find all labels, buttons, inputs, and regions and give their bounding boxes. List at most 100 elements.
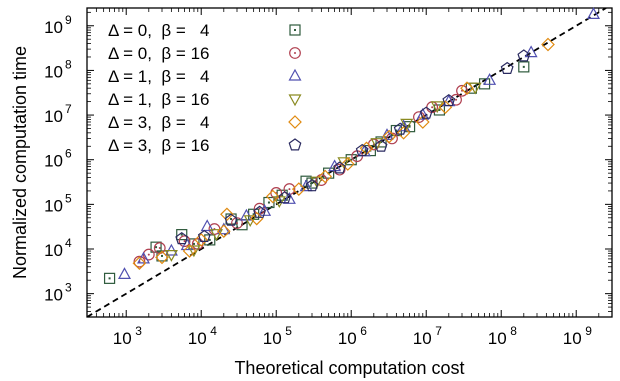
data-point: [282, 192, 296, 204]
marker-square-dot: [155, 246, 158, 249]
legend-marker: [288, 138, 302, 151]
data-point: [397, 119, 411, 132]
x-tick-label: 10: [338, 329, 357, 348]
marker-square-dot: [522, 65, 525, 68]
x-tick-label: 10: [488, 329, 507, 348]
marker-circle-dot: [356, 155, 359, 158]
marker-square-outline: [375, 136, 387, 148]
x-tick-label: 10: [563, 329, 582, 348]
data-point: [220, 207, 234, 222]
data-point: [194, 233, 209, 247]
marker-circle-dot: [258, 207, 261, 210]
data-point: [278, 191, 292, 204]
legend-marker: [289, 24, 301, 36]
data-points: [103, 7, 601, 284]
legend-label: Δ = 0, β = 16: [108, 44, 209, 63]
data-point: [500, 61, 514, 75]
legend-marker: [288, 94, 302, 107]
data-point: [291, 182, 306, 196]
data-point: [483, 73, 497, 85]
data-point: [164, 250, 178, 262]
x-tick-label: 10: [113, 329, 132, 348]
marker-circle-outline: [142, 248, 155, 261]
y-tick-label: 10: [44, 241, 63, 260]
plot-area: [86, 7, 613, 318]
data-point: [433, 104, 446, 116]
data-point: [200, 219, 214, 232]
marker-square-dot: [281, 194, 284, 197]
marker-square-dot: [350, 158, 353, 161]
y-tick-label: 10: [44, 286, 63, 305]
series-5: [175, 49, 531, 245]
data-point: [132, 256, 147, 271]
legend: Δ = 0, β = 4 Δ = 0, β = 16 Δ = 1, β = 4 Δ =…: [108, 21, 302, 155]
data-point: [415, 115, 430, 129]
data-point: [419, 106, 433, 119]
data-point: [263, 196, 275, 209]
data-point: [541, 37, 555, 52]
marker-circle-dot: [183, 240, 186, 243]
x-axis-label: Theoretical computation cost: [234, 358, 464, 378]
data-point: [340, 157, 355, 171]
marker-square-dot: [408, 125, 411, 128]
marker-square-dot: [161, 254, 163, 257]
y-axis-label: Normalized computation time: [10, 46, 30, 279]
marker-square-dot: [252, 213, 255, 216]
marker-circle-outline: [456, 84, 468, 97]
marker-square-dot: [192, 242, 195, 245]
x-tick-exponent: 5: [285, 324, 292, 338]
marker-circle-dot: [294, 52, 296, 54]
data-point: [187, 245, 201, 258]
data-point: [299, 179, 313, 192]
data-point: [396, 125, 411, 140]
y-tick-exponent: 6: [65, 147, 72, 161]
x-tick-exponent: 8: [510, 324, 517, 338]
data-point: [328, 159, 342, 172]
data-point: [586, 7, 601, 19]
marker-square-dot: [311, 182, 313, 185]
data-point: [382, 129, 396, 144]
data-point: [142, 248, 155, 261]
data-point: [117, 267, 132, 279]
marker-square-outline: [176, 229, 188, 241]
data-point: [524, 45, 538, 58]
data-point: [180, 238, 194, 251]
data-point: [216, 224, 231, 239]
data-point: [460, 81, 474, 96]
y-tick-label: 10: [44, 18, 63, 37]
data-point: [197, 229, 211, 242]
axis-ticks: [87, 8, 612, 317]
legend-label: Δ = 3, β = 4: [108, 113, 209, 132]
data-point: [176, 229, 188, 241]
data-point: [416, 107, 430, 120]
data-point: [442, 93, 456, 107]
data-point: [209, 229, 224, 241]
marker-square-outline: [263, 196, 275, 209]
data-point: [103, 272, 116, 284]
data-point: [393, 122, 407, 135]
y-tick-exponent: 7: [65, 102, 72, 116]
legend-label: Δ = 3, β = 16: [108, 136, 209, 155]
y-tick-exponent: 5: [65, 191, 72, 205]
marker-square-dot: [470, 87, 473, 90]
axis-tick-labels: 10 3 10 4 10 5 10 6 10 7 10 8 10 910 310 410 510 610 710 81…: [44, 13, 592, 348]
marker-circle-outline: [289, 47, 301, 59]
marker-square-outline: [289, 24, 301, 36]
data-point: [265, 189, 280, 204]
data-point: [370, 138, 384, 150]
x-tick-exponent: 6: [360, 324, 367, 338]
legend-marker: [289, 47, 301, 59]
marker-square-dot: [208, 238, 211, 241]
y-tick-exponent: 8: [65, 57, 72, 71]
plot-frame: [86, 7, 613, 318]
marker-square-dot: [438, 108, 441, 111]
marker-square-dot: [267, 201, 270, 204]
marker-circle-dot: [455, 98, 458, 101]
data-point: [333, 161, 347, 174]
legend-label: Δ = 0, β = 4: [108, 21, 209, 40]
marker-circle-dot: [288, 188, 291, 191]
data-point: [318, 169, 333, 184]
y-tick-exponent: 3: [65, 281, 72, 295]
data-point: [518, 61, 530, 73]
